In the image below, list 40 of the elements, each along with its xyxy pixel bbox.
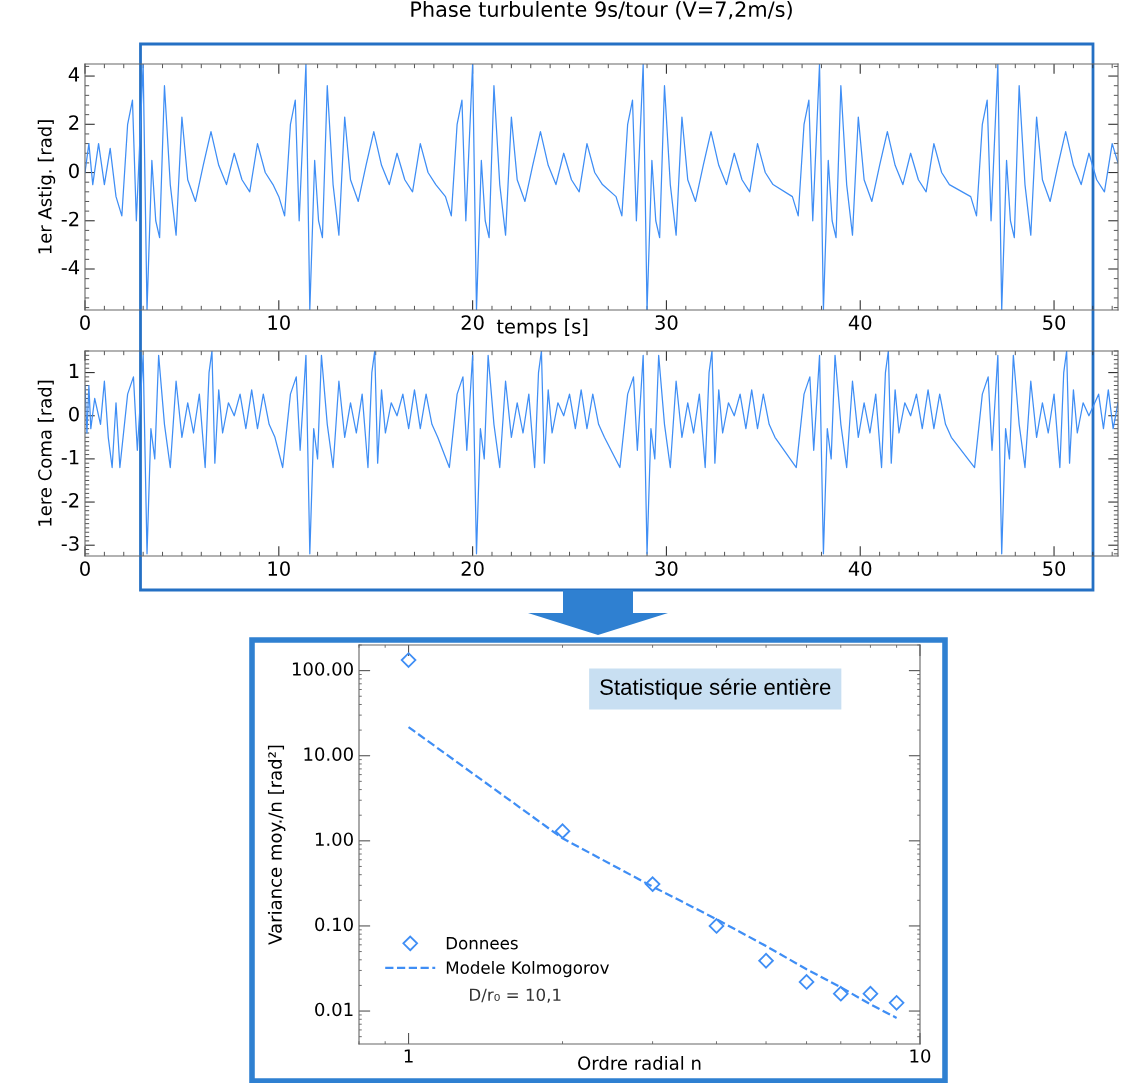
x-tick-label: 30 [655,315,678,330]
line-series [85,351,1118,555]
y-tick-label: -2 [61,211,79,227]
x-tick-label: 30 [655,561,678,576]
y-tick-label: 4 [68,67,80,82]
annotation: Statistique série entière [600,678,831,700]
line-series [85,64,1118,310]
y-tick-label: -4 [61,260,80,275]
x-axis-title: Ordre radial n [578,1055,701,1070]
x-tick-label: 50 [1043,561,1066,576]
y-axis-title: Variance moy./n [rad²] [267,745,286,945]
y-tick-label: -3 [61,536,79,551]
x-tick-label: 20 [461,561,484,576]
x-tick-label: 0 [80,315,90,330]
x-tick-label: 20 [461,315,484,330]
chart-title: Phase turbulente 9s/tour (V=7,2m/s) [411,0,792,20]
legend-label: Modele Kolmogorov [446,961,609,978]
y-tick-label: -2 [61,492,79,508]
y-tick-label: 1.00 [315,832,353,847]
y-tick-label: 2 [69,115,79,130]
x-tick-label: 40 [848,315,872,330]
y-tick-label: 100.00 [292,662,353,676]
annotation: D/r₀ = 10,1 [470,988,561,1003]
y-axis-title: 1ere Coma [rad] [37,380,54,526]
x-tick-label: 0 [80,561,90,576]
y-tick-label: 10.00 [304,747,353,761]
x-tick-label: 40 [848,561,872,576]
legend-label: Donnees [446,937,518,950]
y-tick-label: 0.01 [315,1002,353,1017]
x-tick-label: 10 [268,315,290,330]
y-tick-label: 0 [69,163,79,179]
y-tick-label: 0 [69,406,79,422]
x-tick-label: 50 [1043,315,1066,330]
x-axis-title: temps [s] [496,318,588,338]
x-tick-label: 10 [268,561,290,576]
y-tick-label: 1 [69,363,79,378]
y-axis-title: 1er Astig. [rad] [37,120,56,254]
x-tick-label: 10 [910,1049,931,1063]
y-tick-label: -1 [61,450,79,465]
y-tick-label: 0.10 [315,917,353,932]
